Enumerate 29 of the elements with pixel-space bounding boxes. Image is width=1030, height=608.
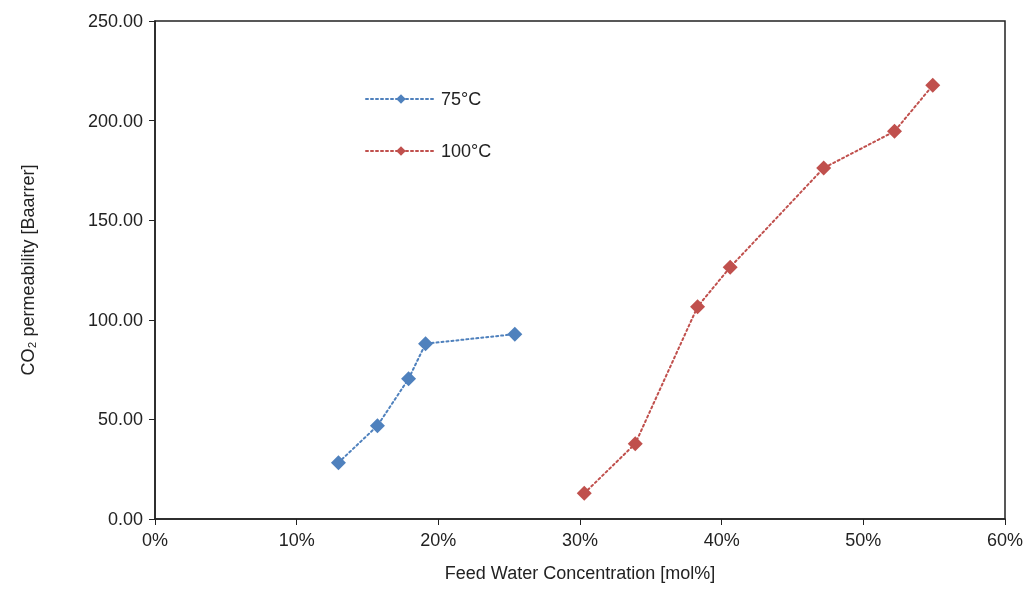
legend-label: 75°C — [441, 89, 482, 109]
point — [401, 371, 417, 387]
x-tick-label: 60% — [986, 530, 1024, 550]
point — [369, 418, 385, 434]
point — [722, 259, 738, 275]
x-tick-label: 0% — [141, 530, 169, 550]
point — [418, 336, 434, 352]
x-tick-label: 50% — [845, 530, 882, 550]
x-axis-title: Feed Water Concentration [mol%] — [444, 563, 716, 583]
y-tick-label: 150.00 — [87, 210, 143, 231]
point — [690, 299, 706, 315]
x-tick-label: 10% — [278, 530, 315, 550]
y-tick-label: 0.00 — [107, 509, 143, 529]
point — [576, 485, 592, 501]
y-axis-title: CO₂ permeability [Baarrer] — [18, 164, 38, 376]
x-tick-label: 40% — [703, 530, 740, 550]
point — [925, 77, 941, 93]
point — [887, 123, 902, 139]
legend-label: 100°C — [441, 141, 492, 161]
y-tick-label: 250.00 — [87, 11, 143, 31]
point — [816, 160, 832, 176]
y-tick-label: 200.00 — [87, 110, 143, 131]
y-tick-label: 50.00 — [97, 409, 143, 430]
point — [507, 326, 523, 342]
x-tick-label: 20% — [420, 530, 457, 550]
point — [330, 455, 346, 471]
y-tick-label: 100.00 — [87, 309, 143, 330]
point — [627, 436, 643, 452]
x-tick-label: 30% — [561, 530, 599, 550]
